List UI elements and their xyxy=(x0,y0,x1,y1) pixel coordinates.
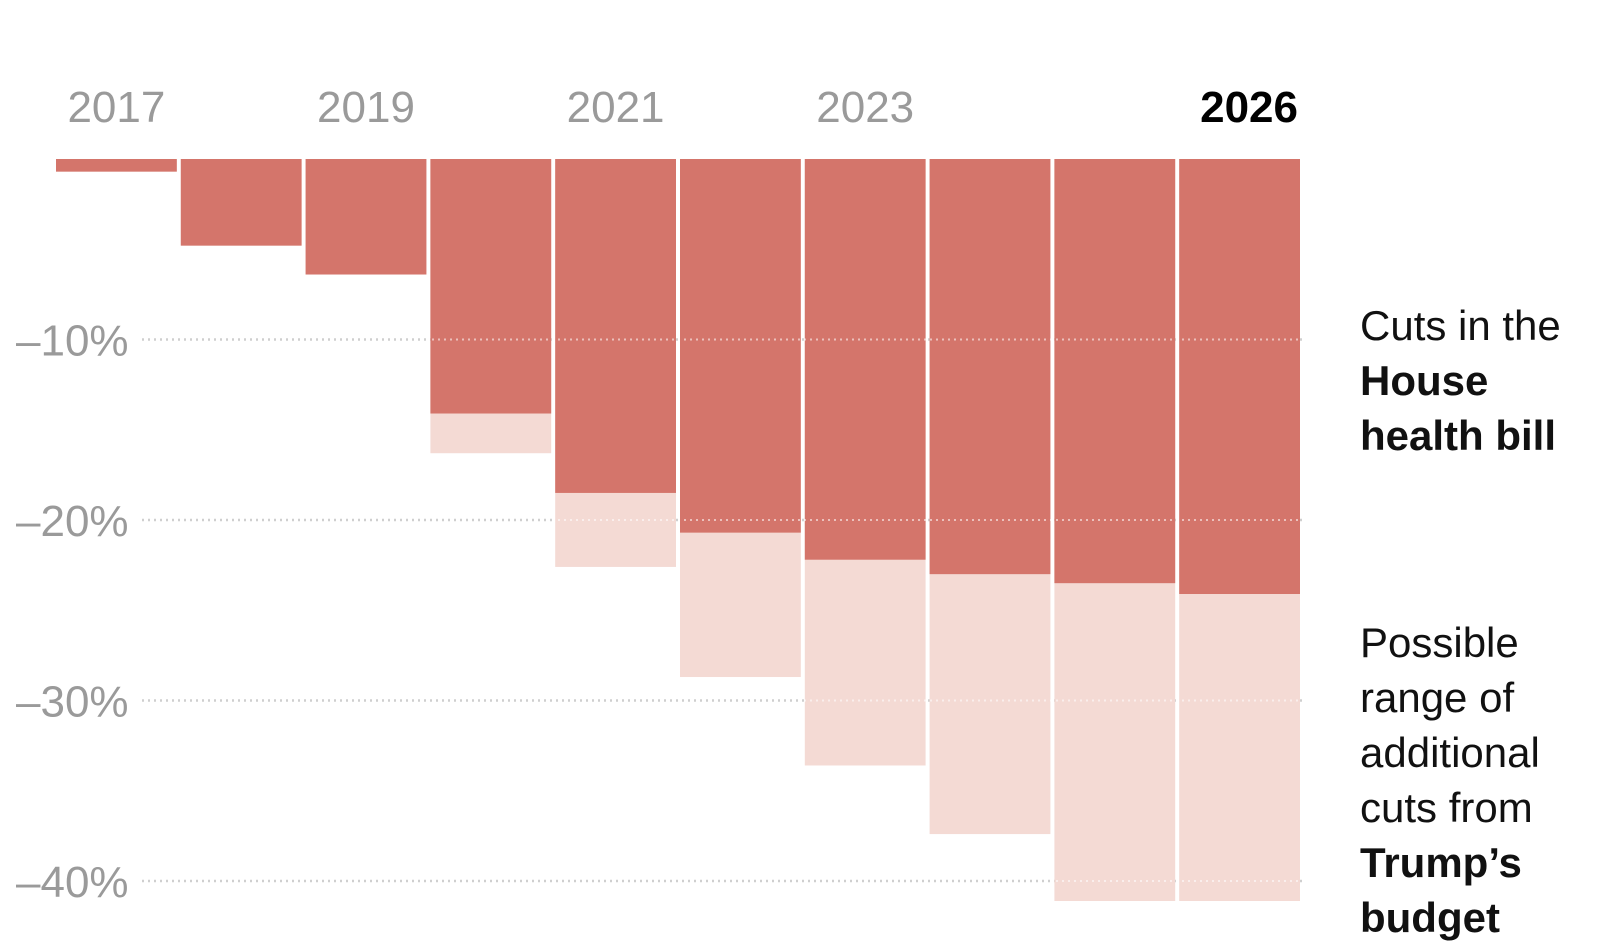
annotation-additional-line3: additional xyxy=(1360,729,1540,776)
annotation-additional-line6: budget xyxy=(1360,894,1500,941)
bar-house-cut xyxy=(1179,159,1300,595)
annotation-house: Cuts in the House health bill xyxy=(1360,298,1561,463)
x-axis: 2017 2019 2021 2023 2026 xyxy=(67,83,1298,132)
chart: –10% –20% –30% –40% 2017 2019 2021 2023 2026 xyxy=(16,83,1302,902)
x-tick-label: 2021 xyxy=(567,83,665,132)
bar-house-cut xyxy=(680,159,801,533)
bar-house-cut xyxy=(180,159,302,246)
bar-house-cut xyxy=(305,159,427,275)
bar-house-cut xyxy=(430,159,552,414)
annotation-additional: Possible range of additional cuts from T… xyxy=(1360,615,1540,945)
x-tick-label: 2026 xyxy=(1200,83,1298,132)
annotation-house-line2: House xyxy=(1360,357,1489,404)
bar-house-cut xyxy=(804,159,926,560)
y-axis: –10% –20% –30% –40% xyxy=(16,317,129,902)
x-tick-label: 2019 xyxy=(317,83,415,132)
bar-house-cut xyxy=(56,159,177,172)
bar-house-cut xyxy=(929,159,1051,575)
annotation-additional-line1: Possible xyxy=(1360,619,1519,666)
bar-house-cut xyxy=(1054,159,1176,584)
y-tick-label: –20% xyxy=(16,497,129,546)
annotation-house-line3: health bill xyxy=(1360,412,1557,459)
x-tick-label: 2017 xyxy=(67,83,165,132)
annotation-additional-line4: cuts from xyxy=(1360,784,1533,831)
annotation-additional-line5: Trump’s xyxy=(1360,839,1522,886)
annotation-additional-line2: range of xyxy=(1360,674,1515,721)
y-tick-label: –10% xyxy=(16,317,129,366)
y-tick-label: –30% xyxy=(16,678,129,727)
y-tick-label: –40% xyxy=(16,858,129,901)
x-tick-label: 2023 xyxy=(816,83,914,132)
bars xyxy=(54,159,1302,901)
bar-house-cut xyxy=(555,159,676,493)
annotation-house-line1: Cuts in the xyxy=(1360,302,1561,349)
